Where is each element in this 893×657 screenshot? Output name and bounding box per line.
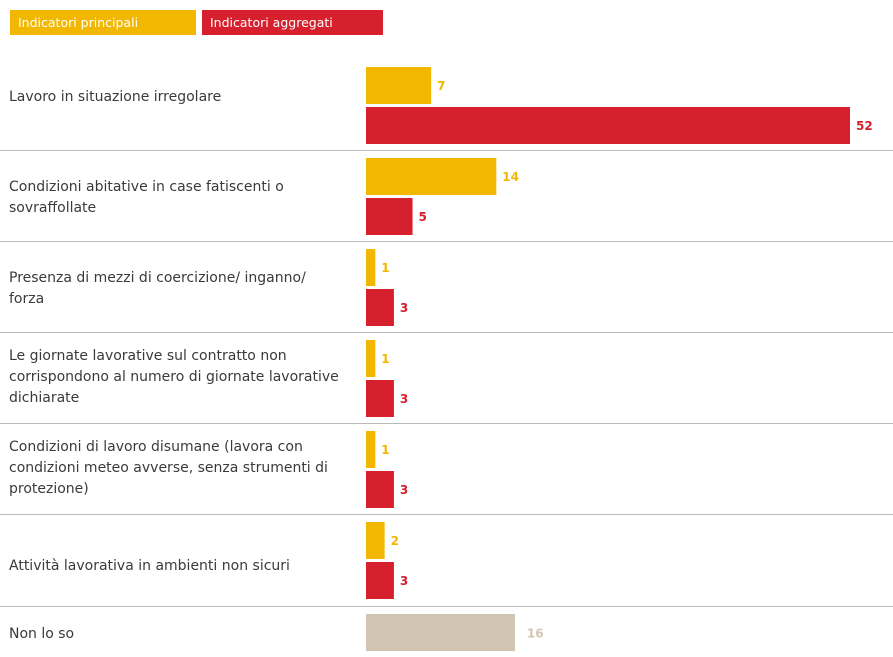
bar-principal: [366, 522, 385, 559]
bar-principal: [366, 158, 497, 195]
value-label-principal: 1: [381, 261, 389, 275]
row-divider: [0, 514, 893, 515]
value-label-dont-know: 16: [527, 627, 544, 641]
value-label-aggregate: 3: [400, 392, 408, 406]
row-divider: [0, 241, 893, 242]
value-label-principal: 7: [437, 79, 445, 93]
row-divider: [0, 332, 893, 333]
value-label-aggregate: 5: [419, 210, 427, 224]
bar-aggregate: [366, 289, 394, 326]
category-label-dont-know: Non lo so: [9, 626, 75, 642]
bar-aggregate: [366, 107, 850, 144]
category-label-inhuman-conditions: Condizioni di lavoro disumane (lavora co…: [9, 439, 328, 497]
value-label-aggregate: 52: [856, 119, 873, 133]
row-divider: [0, 150, 893, 151]
value-label-principal: 2: [391, 534, 399, 548]
bar-principal: [366, 340, 376, 377]
legend: Indicatori principali Indicatori aggrega…: [10, 10, 383, 35]
value-label-aggregate: 3: [400, 483, 408, 497]
bar-aggregate: [366, 471, 394, 508]
legend-principal: Indicatori principali: [10, 10, 196, 35]
bar-principal: [366, 249, 376, 286]
value-label-principal: 1: [381, 443, 389, 457]
bar-dont-know: [366, 614, 515, 651]
category-label-working-days: Le giornate lavorative sul contratto non…: [9, 348, 339, 406]
category-label-housing: Condizioni abitative in case fatiscenti …: [9, 179, 284, 216]
category-label-unsafe-environment: Attività lavorativa in ambienti non sicu…: [9, 558, 290, 574]
bar-aggregate: [366, 198, 413, 235]
value-label-principal: 1: [381, 352, 389, 366]
bar-aggregate: [366, 380, 394, 417]
value-label-aggregate: 3: [400, 301, 408, 315]
row-divider: [0, 606, 893, 607]
bar-principal: [366, 431, 376, 468]
category-label-coercion: Presenza di mezzi di coercizione/ ingann…: [9, 270, 306, 307]
category-label-irregular-work: Lavoro in situazione irregolare: [9, 89, 222, 105]
bar-principal: [366, 67, 432, 104]
legend-aggregate: Indicatori aggregati: [202, 10, 383, 35]
value-label-principal: 14: [502, 170, 519, 184]
bar-aggregate: [366, 562, 394, 599]
value-label-aggregate: 3: [400, 574, 408, 588]
row-divider: [0, 423, 893, 424]
